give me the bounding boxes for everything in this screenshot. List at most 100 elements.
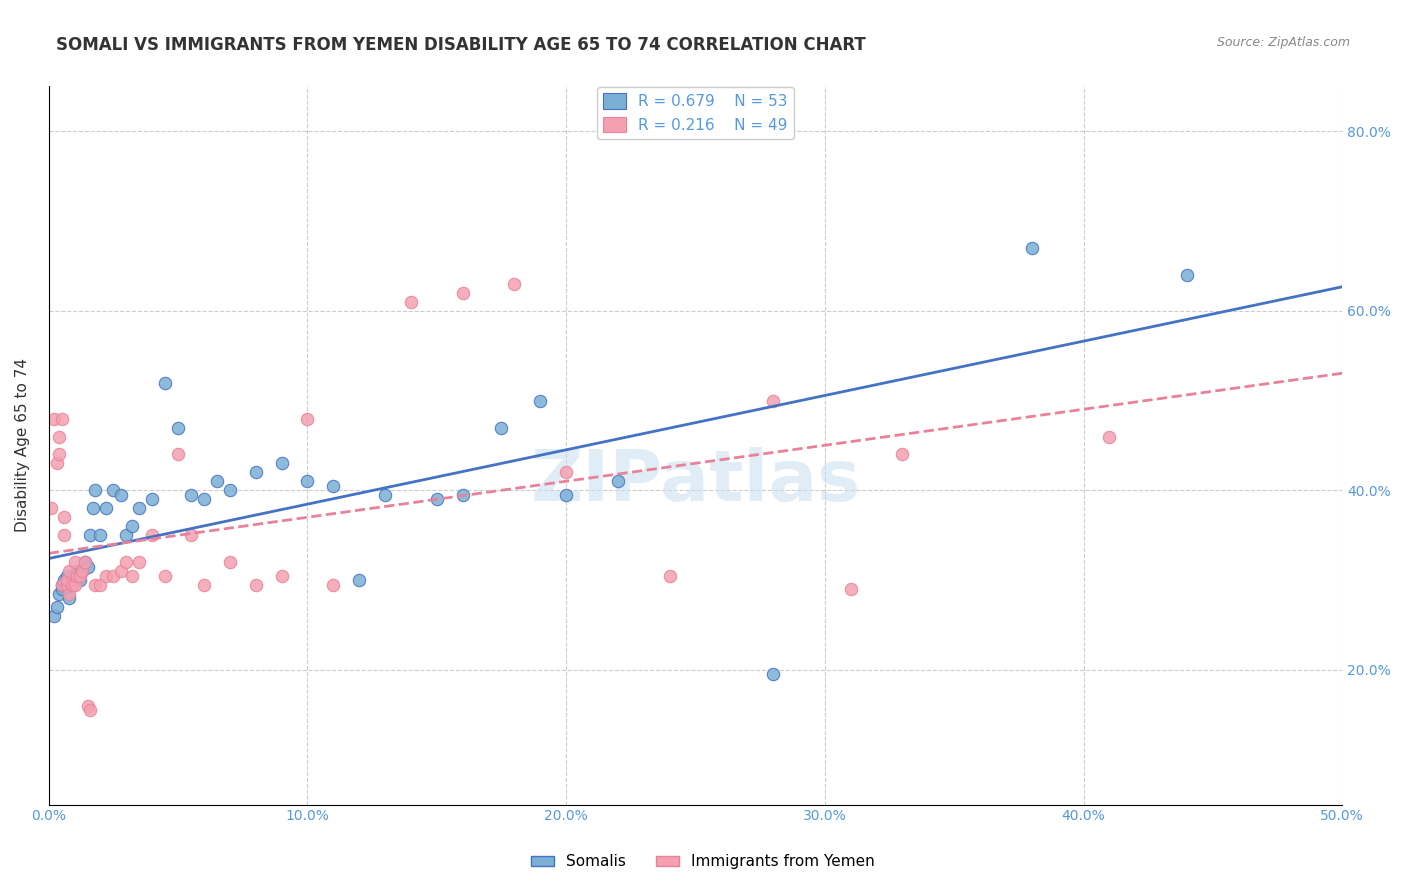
Point bbox=[141, 492, 163, 507]
Point bbox=[167, 420, 190, 434]
Point bbox=[72, 564, 94, 578]
Point bbox=[297, 475, 319, 489]
Text: ZIPatlas: ZIPatlas bbox=[530, 447, 860, 516]
Point bbox=[270, 457, 292, 471]
Point bbox=[56, 577, 79, 591]
Point bbox=[245, 466, 267, 480]
Point bbox=[762, 393, 785, 408]
Point bbox=[53, 528, 76, 542]
Point bbox=[42, 609, 65, 624]
Point bbox=[58, 587, 80, 601]
Point bbox=[76, 698, 98, 713]
Point bbox=[606, 475, 628, 489]
Y-axis label: Disability Age 65 to 74: Disability Age 65 to 74 bbox=[15, 359, 30, 533]
Point bbox=[63, 573, 86, 587]
Point bbox=[51, 582, 73, 596]
Point bbox=[110, 564, 132, 578]
Point bbox=[426, 492, 449, 507]
Point bbox=[56, 577, 79, 591]
Point bbox=[56, 573, 79, 587]
Point bbox=[58, 591, 80, 606]
Point bbox=[79, 528, 101, 542]
Point bbox=[141, 528, 163, 542]
Point bbox=[53, 577, 76, 591]
Point bbox=[555, 466, 578, 480]
Point bbox=[63, 555, 86, 569]
Point bbox=[48, 429, 70, 443]
Point bbox=[270, 568, 292, 582]
Point bbox=[1021, 241, 1043, 255]
Point bbox=[297, 411, 319, 425]
Point bbox=[58, 564, 80, 578]
Point bbox=[53, 510, 76, 524]
Point bbox=[103, 483, 125, 498]
Point bbox=[1098, 429, 1121, 443]
Point bbox=[60, 577, 83, 591]
Point bbox=[399, 294, 422, 309]
Point bbox=[48, 447, 70, 461]
Point bbox=[69, 573, 91, 587]
Point bbox=[451, 285, 474, 300]
Point bbox=[72, 564, 94, 578]
Point bbox=[45, 600, 67, 615]
Point bbox=[58, 577, 80, 591]
Point bbox=[245, 577, 267, 591]
Point bbox=[555, 488, 578, 502]
Point bbox=[53, 573, 76, 587]
Point bbox=[84, 483, 107, 498]
Point bbox=[73, 555, 96, 569]
Point bbox=[658, 568, 681, 582]
Point bbox=[180, 488, 202, 502]
Point bbox=[322, 479, 344, 493]
Point bbox=[82, 501, 104, 516]
Point bbox=[128, 555, 150, 569]
Point bbox=[73, 555, 96, 569]
Legend: Somalis, Immigrants from Yemen: Somalis, Immigrants from Yemen bbox=[524, 848, 882, 875]
Point bbox=[115, 555, 138, 569]
Point bbox=[121, 519, 143, 533]
Point bbox=[491, 420, 513, 434]
Text: Source: ZipAtlas.com: Source: ZipAtlas.com bbox=[1216, 36, 1350, 49]
Point bbox=[63, 577, 86, 591]
Point bbox=[128, 501, 150, 516]
Point bbox=[79, 703, 101, 717]
Point bbox=[66, 564, 89, 578]
Point bbox=[503, 277, 526, 291]
Legend: R = 0.679    N = 53, R = 0.216    N = 49: R = 0.679 N = 53, R = 0.216 N = 49 bbox=[598, 87, 794, 138]
Point bbox=[193, 577, 215, 591]
Point bbox=[1175, 268, 1198, 282]
Point bbox=[42, 411, 65, 425]
Point bbox=[51, 577, 73, 591]
Point bbox=[60, 577, 83, 591]
Point bbox=[115, 528, 138, 542]
Point bbox=[94, 501, 117, 516]
Point bbox=[347, 573, 370, 587]
Point bbox=[66, 568, 89, 582]
Point bbox=[891, 447, 914, 461]
Point bbox=[218, 555, 240, 569]
Point bbox=[167, 447, 190, 461]
Point bbox=[51, 577, 73, 591]
Point bbox=[529, 393, 551, 408]
Point bbox=[56, 568, 79, 582]
Point bbox=[103, 568, 125, 582]
Point bbox=[66, 568, 89, 582]
Point bbox=[45, 457, 67, 471]
Point bbox=[193, 492, 215, 507]
Text: SOMALI VS IMMIGRANTS FROM YEMEN DISABILITY AGE 65 TO 74 CORRELATION CHART: SOMALI VS IMMIGRANTS FROM YEMEN DISABILI… bbox=[56, 36, 866, 54]
Point bbox=[218, 483, 240, 498]
Point bbox=[180, 528, 202, 542]
Point bbox=[41, 501, 63, 516]
Point bbox=[205, 475, 228, 489]
Point bbox=[322, 577, 344, 591]
Point bbox=[762, 667, 785, 681]
Point bbox=[69, 568, 91, 582]
Point bbox=[839, 582, 862, 596]
Point bbox=[60, 573, 83, 587]
Point bbox=[153, 568, 176, 582]
Point bbox=[153, 376, 176, 390]
Point bbox=[76, 559, 98, 574]
Point bbox=[110, 488, 132, 502]
Point bbox=[89, 577, 111, 591]
Point bbox=[121, 568, 143, 582]
